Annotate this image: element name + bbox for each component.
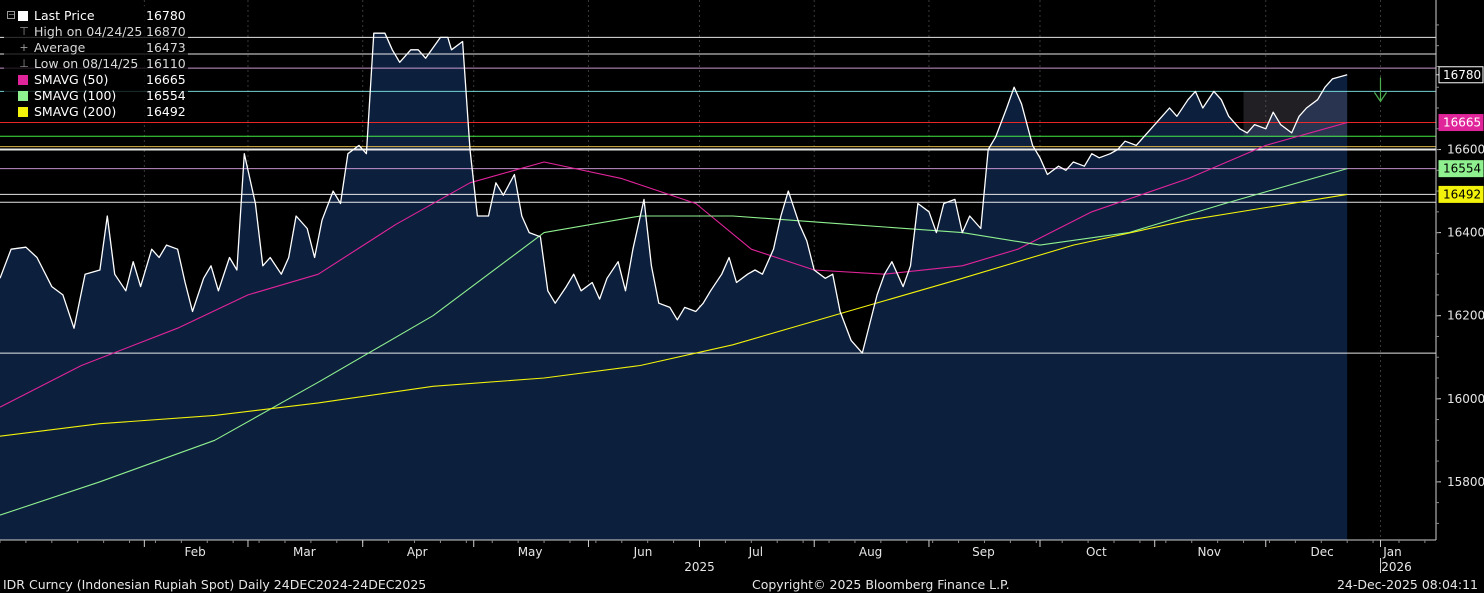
month-label: Mar xyxy=(293,545,316,559)
legend-value: 16780 xyxy=(146,8,186,23)
month-label: Dec xyxy=(1311,545,1334,559)
month-label: Jul xyxy=(748,545,763,559)
month-label: Sep xyxy=(972,545,995,559)
month-label: Aug xyxy=(859,545,882,559)
legend-label: SMAVG (200) xyxy=(34,104,117,119)
series-line-smavg-200- xyxy=(0,193,1348,437)
time-axis: Feb Mar Apr May Jun Jul Aug Sep Oct Nov Dec Jan 2025… xyxy=(0,539,1484,577)
legend-swatch-sma100 xyxy=(18,91,28,101)
price-area-fill xyxy=(0,33,1348,540)
legend-swatch-sma200 xyxy=(18,107,28,117)
legend-low[interactable]: ⊥ Low on 08/14/25 16110 xyxy=(4,56,188,72)
price-area xyxy=(0,33,1348,540)
legend-average[interactable]: + Average 16473 xyxy=(4,40,188,56)
collapse-icon[interactable]: − xyxy=(7,10,15,19)
legend-value: 16554 xyxy=(146,88,186,103)
price-tick-label: 16000 xyxy=(1447,392,1484,406)
legend-label: Average xyxy=(34,40,86,55)
price-badge-label: 16780 xyxy=(1443,68,1481,82)
legend-label: Low on 08/14/25 xyxy=(34,56,139,71)
legend-swatch-last-price xyxy=(18,11,28,21)
footer-timestamp: 24-Dec-2025 08:04:11 xyxy=(1336,577,1478,592)
legend-last-price[interactable]: Last Price 16780 xyxy=(4,8,188,24)
highlight-rectangle xyxy=(1243,91,1348,138)
series-line-smavg-50- xyxy=(0,121,1348,408)
legend: − Last Price 16780 ⊤ High on 04/24/25 16… xyxy=(4,6,188,122)
month-label: Oct xyxy=(1086,545,1107,559)
price-badge-label: 16665 xyxy=(1443,116,1481,130)
price-badge xyxy=(1438,160,1484,178)
average-marker-icon: + xyxy=(19,41,29,54)
legend-label: High on 04/24/25 xyxy=(34,24,143,39)
month-label: May xyxy=(518,545,543,559)
series-line-smavg-100- xyxy=(0,168,1348,516)
high-marker-icon: ⊤ xyxy=(19,25,29,38)
month-label: Apr xyxy=(407,545,428,559)
price-badge-label: 16554 xyxy=(1443,162,1481,176)
month-label: Jun xyxy=(633,545,653,559)
footer-copyright: Copyright© 2025 Bloomberg Finance L.P. xyxy=(752,577,1010,592)
legend-sma50[interactable]: SMAVG (50) 16665 xyxy=(4,72,188,88)
legend-value: 16870 xyxy=(146,24,186,39)
legend-value: 16110 xyxy=(146,56,186,71)
legend-swatch-sma50 xyxy=(18,75,28,85)
series-lines xyxy=(0,32,1348,516)
legend-value: 16665 xyxy=(146,72,186,87)
highlight-box xyxy=(1243,91,1348,138)
series-line-last-price xyxy=(0,32,1348,354)
legend-label: SMAVG (100) xyxy=(34,88,117,103)
price-tick-label: 15800 xyxy=(1447,475,1484,489)
legend-value: 16492 xyxy=(146,104,186,119)
price-tick-label: 16200 xyxy=(1447,309,1484,323)
price-badge xyxy=(1438,185,1484,203)
price-badge xyxy=(1438,114,1484,132)
month-label: Jan xyxy=(1382,545,1402,559)
time-axis-band xyxy=(0,541,1484,577)
price-badge-label: 16492 xyxy=(1443,187,1481,201)
price-tick-label: 16600 xyxy=(1447,143,1484,157)
legend-high[interactable]: ⊤ High on 04/24/25 16870 xyxy=(4,24,188,40)
price-tick-label: 16400 xyxy=(1447,226,1484,240)
forecast-arrow-head xyxy=(1373,92,1387,103)
reference-lines xyxy=(0,36,1436,354)
price-badge xyxy=(1438,66,1484,84)
month-label: Nov xyxy=(1198,545,1221,559)
year-label: 2026 xyxy=(1381,560,1412,574)
footer-security-description: IDR Curncy (Indonesian Rupiah Spot) Dail… xyxy=(3,577,427,592)
legend-label: Last Price xyxy=(34,8,95,23)
month-label: Feb xyxy=(185,545,206,559)
legend-value: 16473 xyxy=(146,40,186,55)
legend-label: SMAVG (50) xyxy=(34,72,109,87)
year-label: 2025 xyxy=(684,560,715,574)
legend-sma100[interactable]: SMAVG (100) 16554 xyxy=(4,88,188,104)
low-marker-icon: ⊥ xyxy=(19,57,29,70)
legend-sma200[interactable]: SMAVG (200) 16492 xyxy=(4,104,188,120)
price-axis: 15800 16000 16200 16400 16600 16780 16665 16554… xyxy=(1435,0,1484,540)
forecast-marker xyxy=(1373,77,1387,103)
